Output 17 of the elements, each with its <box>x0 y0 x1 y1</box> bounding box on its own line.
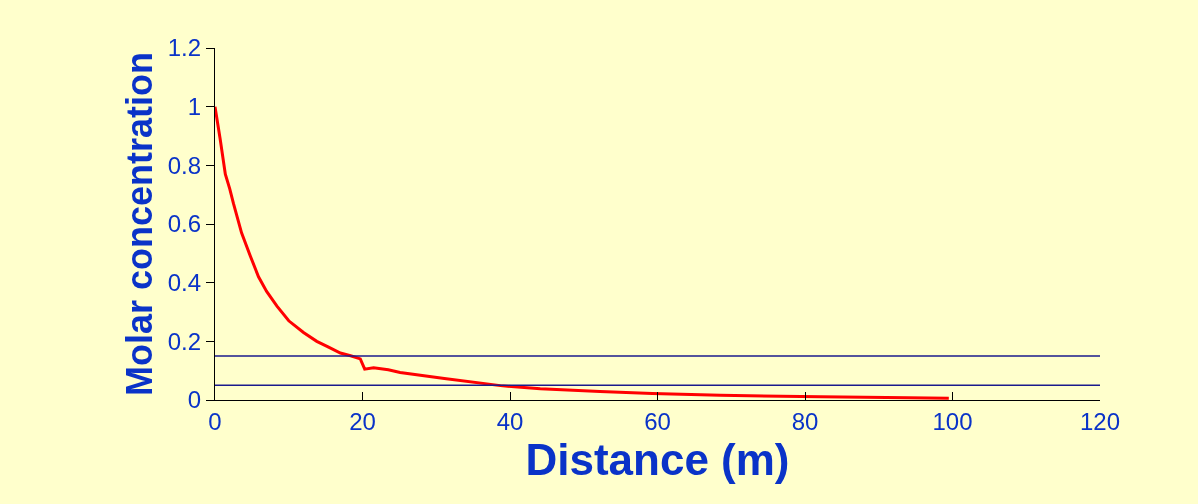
x-tick-label: 80 <box>791 407 819 435</box>
y-tick-label: 0.8 <box>167 151 202 179</box>
x-tick-label: 100 <box>932 407 973 435</box>
x-tick-label: 60 <box>644 407 671 435</box>
y-axis-title: Molar concentration <box>118 51 160 397</box>
x-tick-label: 0 <box>208 407 222 435</box>
y-tick-label: 1.2 <box>167 34 202 62</box>
x-tick-label: 20 <box>349 407 376 435</box>
x-axis-title: Distance (m) <box>525 434 790 484</box>
x-tick-label: 120 <box>1079 407 1121 435</box>
y-tick-label: 0.2 <box>167 327 202 355</box>
y-tick-label: 0 <box>187 386 202 414</box>
line-series <box>215 105 951 400</box>
x-tick-label: 40 <box>496 407 524 435</box>
y-tick-label: 0.4 <box>167 269 202 297</box>
y-tick-label: 0.6 <box>167 210 202 238</box>
y-tick-label: 1 <box>187 93 202 121</box>
